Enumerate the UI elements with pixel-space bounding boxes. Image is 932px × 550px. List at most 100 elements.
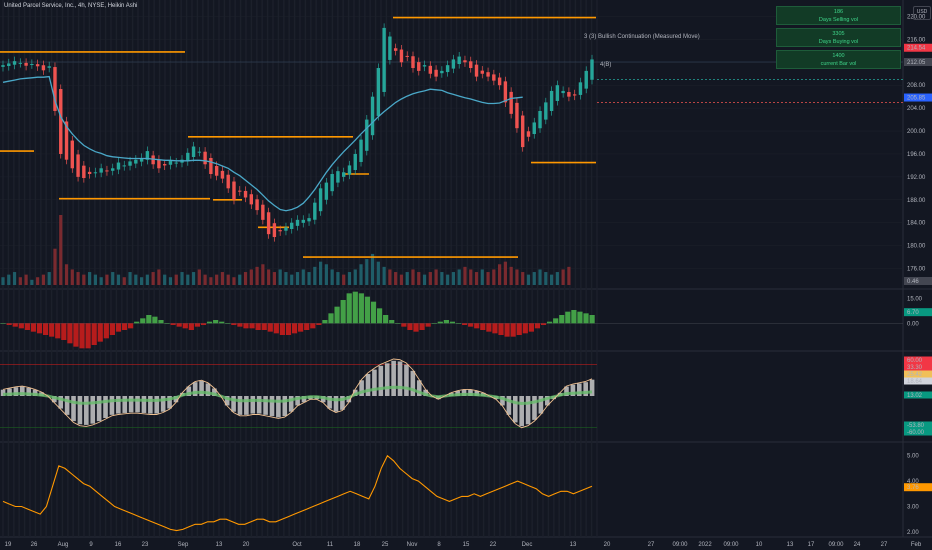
osc1-bar bbox=[461, 323, 468, 325]
osc2-bar bbox=[282, 396, 288, 417]
time-tick-label: 20 bbox=[243, 542, 250, 548]
candle-body bbox=[53, 67, 57, 111]
osc3-tick-label: 4.00 bbox=[907, 479, 919, 485]
volume-bar bbox=[428, 272, 432, 285]
osc2-bar bbox=[346, 396, 352, 403]
currency-button[interactable]: USD bbox=[913, 6, 931, 20]
osc2-bar bbox=[167, 396, 172, 409]
candle-body bbox=[255, 199, 259, 211]
osc1-bar bbox=[413, 323, 419, 332]
osc2-bar bbox=[71, 396, 76, 422]
candle-body bbox=[128, 161, 132, 166]
candle-body bbox=[41, 65, 46, 71]
candle-body bbox=[544, 102, 548, 120]
volume-bar bbox=[313, 266, 317, 285]
volume-bar bbox=[284, 272, 288, 285]
candle-body bbox=[572, 94, 577, 96]
osc1-bar bbox=[61, 323, 67, 340]
osc1-bar bbox=[546, 321, 553, 324]
volume-bar bbox=[82, 274, 86, 285]
time-tick-label: 11 bbox=[327, 542, 334, 548]
price-tick-label: 192.00 bbox=[907, 175, 926, 181]
candle-body bbox=[7, 63, 11, 67]
osc2-bar bbox=[128, 396, 134, 413]
volume-bar bbox=[295, 272, 300, 285]
candle-body bbox=[388, 36, 392, 60]
candle-body bbox=[209, 157, 213, 175]
osc2-bar bbox=[20, 386, 25, 396]
volume-bar bbox=[93, 274, 97, 285]
volume-bar bbox=[163, 274, 167, 285]
osc1-badge bbox=[904, 308, 932, 317]
osc1-bar bbox=[577, 311, 583, 324]
osc2-bar bbox=[269, 396, 275, 417]
volume-bar bbox=[440, 272, 444, 285]
candle-body bbox=[445, 65, 450, 73]
volume-bar bbox=[567, 266, 571, 285]
volume-bar bbox=[330, 269, 334, 285]
volume-bar bbox=[41, 274, 46, 285]
time-tick-label: 9 bbox=[89, 542, 93, 548]
osc2-bar bbox=[231, 396, 236, 412]
osc1-bar bbox=[383, 315, 389, 324]
osc1-bar bbox=[407, 323, 413, 330]
osc2-bar bbox=[77, 396, 83, 425]
candle-body bbox=[422, 65, 427, 67]
symbol-title[interactable]: United Parcel Service, Inc., 4h, NYSE, H… bbox=[4, 3, 138, 9]
osc2-bar bbox=[224, 396, 230, 406]
price-badge-label: 205.85 bbox=[907, 96, 926, 102]
candle-body bbox=[382, 27, 386, 92]
osc1-bar bbox=[128, 323, 134, 329]
osc1-bar bbox=[273, 323, 279, 334]
volume-bar bbox=[99, 277, 103, 285]
time-tick-label: 2022 bbox=[698, 542, 712, 548]
candle-body bbox=[145, 151, 150, 160]
osc2-badge-label: 60.00 bbox=[907, 358, 923, 364]
volume-bar bbox=[1, 277, 5, 285]
time-tick-label: 09:00 bbox=[672, 542, 688, 548]
osc2-bar bbox=[13, 387, 19, 396]
candle-body bbox=[365, 119, 369, 151]
volume-bar bbox=[139, 277, 144, 285]
time-tick-label: 27 bbox=[881, 542, 888, 548]
volume-bar bbox=[145, 274, 149, 285]
volume-bar bbox=[422, 274, 427, 285]
info-box-current: 1400 current Bar vol bbox=[776, 50, 901, 69]
volume-bar bbox=[215, 274, 219, 285]
osc1-bar bbox=[49, 323, 55, 337]
volume-bar bbox=[382, 266, 386, 285]
candle-body bbox=[59, 89, 63, 154]
osc1-bar bbox=[285, 323, 292, 335]
osc1-bar bbox=[425, 323, 431, 327]
osc1-badge-label: 6.70 bbox=[907, 310, 919, 316]
candle-body bbox=[18, 62, 23, 64]
osc2-badge bbox=[904, 363, 932, 371]
time-tick-label: Nov bbox=[407, 542, 418, 548]
time-tick-label: 13 bbox=[570, 542, 577, 548]
time-tick-label: 09:00 bbox=[723, 542, 739, 548]
candle-body bbox=[486, 72, 490, 77]
osc1-bar bbox=[6, 323, 12, 325]
osc2-badge bbox=[904, 356, 932, 364]
osc1-bar bbox=[419, 323, 425, 330]
candle-body bbox=[186, 152, 190, 162]
wave-annotation: 4(B) bbox=[600, 62, 611, 68]
osc2-bar bbox=[327, 396, 332, 409]
volume-bar bbox=[134, 274, 138, 285]
candle-body bbox=[162, 164, 167, 166]
osc2-bar bbox=[372, 369, 377, 396]
osc2-bar bbox=[116, 396, 121, 414]
osc1-bar bbox=[67, 323, 73, 344]
osc1-bar bbox=[389, 320, 395, 324]
time-tick-label: 24 bbox=[854, 542, 861, 548]
osc1-bar bbox=[231, 323, 237, 325]
osc2-badge-label: 33.30 bbox=[907, 365, 923, 371]
volume-bar bbox=[151, 272, 155, 285]
osc2-bar bbox=[212, 388, 217, 396]
osc2-bar bbox=[384, 363, 390, 396]
osc1-bar bbox=[395, 323, 401, 324]
osc1-bar bbox=[91, 323, 97, 345]
candle-body bbox=[405, 55, 409, 57]
volume-bar bbox=[492, 269, 496, 285]
